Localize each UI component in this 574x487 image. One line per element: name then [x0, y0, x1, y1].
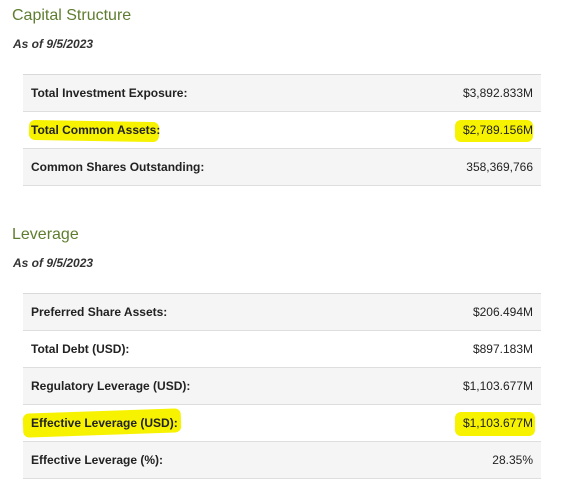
- table-row: Effective Leverage (%): 28.35%: [23, 442, 541, 479]
- leverage-as-of-date: As of 9/5/2023: [13, 256, 94, 270]
- capital-structure-table: Total Investment Exposure: $3,892.833M T…: [23, 74, 541, 186]
- table-row: Regulatory Leverage (USD): $1,103.677M: [23, 368, 541, 405]
- table-row: Effective Leverage (USD): $1,103.677M: [22, 405, 541, 442]
- row-value: $2,789.156M: [462, 123, 533, 137]
- row-value: $3,892.833M: [462, 86, 533, 100]
- row-label: Effective Leverage (USD):: [31, 416, 178, 430]
- table-row: Common Shares Outstanding: 358,369,766: [23, 149, 541, 186]
- table-row: Preferred Share Assets: $206.494M: [23, 294, 541, 331]
- row-label: Regulatory Leverage (USD):: [31, 379, 191, 393]
- row-label: Total Debt (USD):: [31, 342, 130, 356]
- highlight-mark: [455, 412, 535, 436]
- table-row: Total Common Assets: $2,789.156M: [23, 112, 541, 149]
- row-label: Preferred Share Assets:: [31, 305, 168, 319]
- row-label: Total Investment Exposure:: [31, 86, 188, 100]
- row-value: $206.494M: [472, 305, 533, 319]
- table-row: Total Investment Exposure: $3,892.833M: [23, 75, 541, 112]
- row-value: $1,103.677M: [462, 379, 533, 393]
- leverage-title: Leverage: [12, 226, 79, 243]
- row-label: Effective Leverage (%):: [31, 453, 164, 467]
- highlight-mark: [455, 120, 533, 142]
- capital-structure-title: Capital Structure: [12, 7, 132, 24]
- table-row: Total Debt (USD): $897.183M: [23, 331, 541, 368]
- row-value: $897.183M: [472, 342, 533, 356]
- row-label: Common Shares Outstanding:: [31, 160, 205, 174]
- capital-as-of-date: As of 9/5/2023: [13, 37, 94, 51]
- row-label: Total Common Assets:: [31, 123, 161, 137]
- row-value: $1,103.677M: [462, 416, 533, 430]
- leverage-table: Preferred Share Assets: $206.494M Total …: [22, 293, 541, 479]
- row-value: 28.35%: [492, 453, 533, 467]
- row-value: 358,369,766: [466, 160, 533, 174]
